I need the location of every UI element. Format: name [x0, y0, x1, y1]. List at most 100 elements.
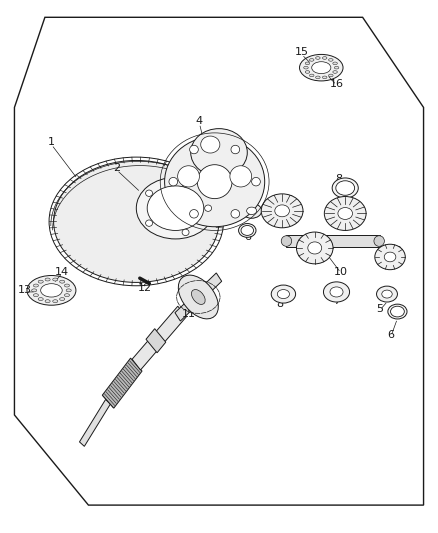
Ellipse shape [310, 59, 314, 61]
Ellipse shape [375, 244, 405, 270]
Ellipse shape [178, 198, 188, 205]
Ellipse shape [384, 252, 396, 262]
Text: 6: 6 [388, 330, 394, 341]
Ellipse shape [201, 136, 220, 153]
Ellipse shape [330, 287, 343, 297]
Ellipse shape [239, 223, 256, 237]
Polygon shape [175, 273, 222, 321]
Ellipse shape [64, 168, 209, 275]
Ellipse shape [275, 205, 290, 217]
Ellipse shape [382, 290, 392, 298]
Ellipse shape [242, 204, 261, 218]
Text: 4: 4 [196, 116, 203, 126]
Ellipse shape [300, 54, 343, 81]
Text: 2: 2 [113, 164, 120, 173]
Ellipse shape [328, 59, 333, 61]
Ellipse shape [178, 238, 188, 245]
Ellipse shape [271, 285, 296, 303]
Text: 16: 16 [329, 78, 343, 88]
Ellipse shape [182, 181, 189, 187]
Ellipse shape [281, 236, 292, 246]
Ellipse shape [261, 194, 303, 228]
Ellipse shape [322, 56, 327, 59]
Ellipse shape [231, 209, 240, 218]
Ellipse shape [377, 286, 397, 302]
Ellipse shape [305, 71, 310, 74]
Ellipse shape [33, 284, 39, 287]
Ellipse shape [230, 166, 252, 187]
Ellipse shape [391, 306, 404, 317]
Ellipse shape [328, 74, 333, 77]
Ellipse shape [241, 225, 254, 236]
Ellipse shape [252, 177, 260, 186]
Ellipse shape [197, 165, 232, 199]
Ellipse shape [205, 205, 212, 212]
Ellipse shape [338, 207, 353, 220]
Ellipse shape [190, 209, 198, 218]
Ellipse shape [308, 242, 321, 254]
Text: 10: 10 [334, 267, 348, 277]
Ellipse shape [333, 62, 337, 64]
Ellipse shape [191, 289, 205, 304]
Ellipse shape [33, 294, 39, 297]
Ellipse shape [231, 146, 240, 154]
Polygon shape [14, 17, 424, 505]
Ellipse shape [388, 304, 407, 319]
Text: 6: 6 [244, 232, 251, 243]
Ellipse shape [136, 177, 215, 239]
Ellipse shape [131, 178, 141, 185]
Ellipse shape [297, 232, 333, 264]
Text: 7: 7 [285, 195, 292, 205]
Ellipse shape [178, 166, 199, 187]
Ellipse shape [247, 207, 257, 215]
Text: 8: 8 [276, 298, 283, 309]
Polygon shape [102, 358, 142, 408]
Polygon shape [79, 399, 110, 446]
Ellipse shape [190, 146, 198, 154]
Ellipse shape [374, 236, 385, 246]
Ellipse shape [60, 280, 65, 283]
Ellipse shape [53, 160, 219, 282]
Text: 13: 13 [18, 285, 32, 295]
Ellipse shape [53, 300, 58, 303]
Text: 7: 7 [333, 296, 340, 306]
Ellipse shape [64, 294, 70, 297]
Ellipse shape [32, 289, 37, 292]
Ellipse shape [131, 257, 141, 265]
Ellipse shape [316, 76, 320, 79]
Text: 5: 5 [377, 304, 384, 314]
Ellipse shape [45, 300, 50, 303]
Ellipse shape [85, 198, 95, 205]
Ellipse shape [305, 62, 310, 64]
Text: 11: 11 [181, 309, 195, 319]
Polygon shape [132, 306, 186, 370]
Text: 14: 14 [55, 267, 69, 277]
Ellipse shape [64, 284, 70, 287]
Ellipse shape [145, 190, 152, 196]
Ellipse shape [53, 278, 58, 281]
Ellipse shape [191, 128, 247, 176]
Text: 8: 8 [335, 174, 342, 184]
Ellipse shape [182, 229, 189, 236]
Ellipse shape [336, 181, 355, 195]
Ellipse shape [27, 276, 76, 305]
Ellipse shape [304, 66, 308, 69]
Ellipse shape [332, 178, 358, 198]
Ellipse shape [60, 297, 65, 301]
Ellipse shape [147, 186, 204, 230]
Ellipse shape [178, 275, 218, 319]
Text: 15: 15 [295, 47, 309, 56]
Text: 12: 12 [138, 282, 152, 293]
Ellipse shape [145, 220, 152, 227]
Ellipse shape [312, 62, 331, 74]
Ellipse shape [165, 136, 265, 227]
Ellipse shape [169, 177, 178, 186]
Text: 5: 5 [248, 203, 255, 213]
Ellipse shape [310, 74, 314, 77]
Ellipse shape [322, 76, 327, 79]
Ellipse shape [45, 278, 50, 281]
Ellipse shape [316, 56, 320, 59]
Ellipse shape [38, 280, 43, 283]
Ellipse shape [41, 284, 62, 297]
Ellipse shape [277, 289, 290, 298]
